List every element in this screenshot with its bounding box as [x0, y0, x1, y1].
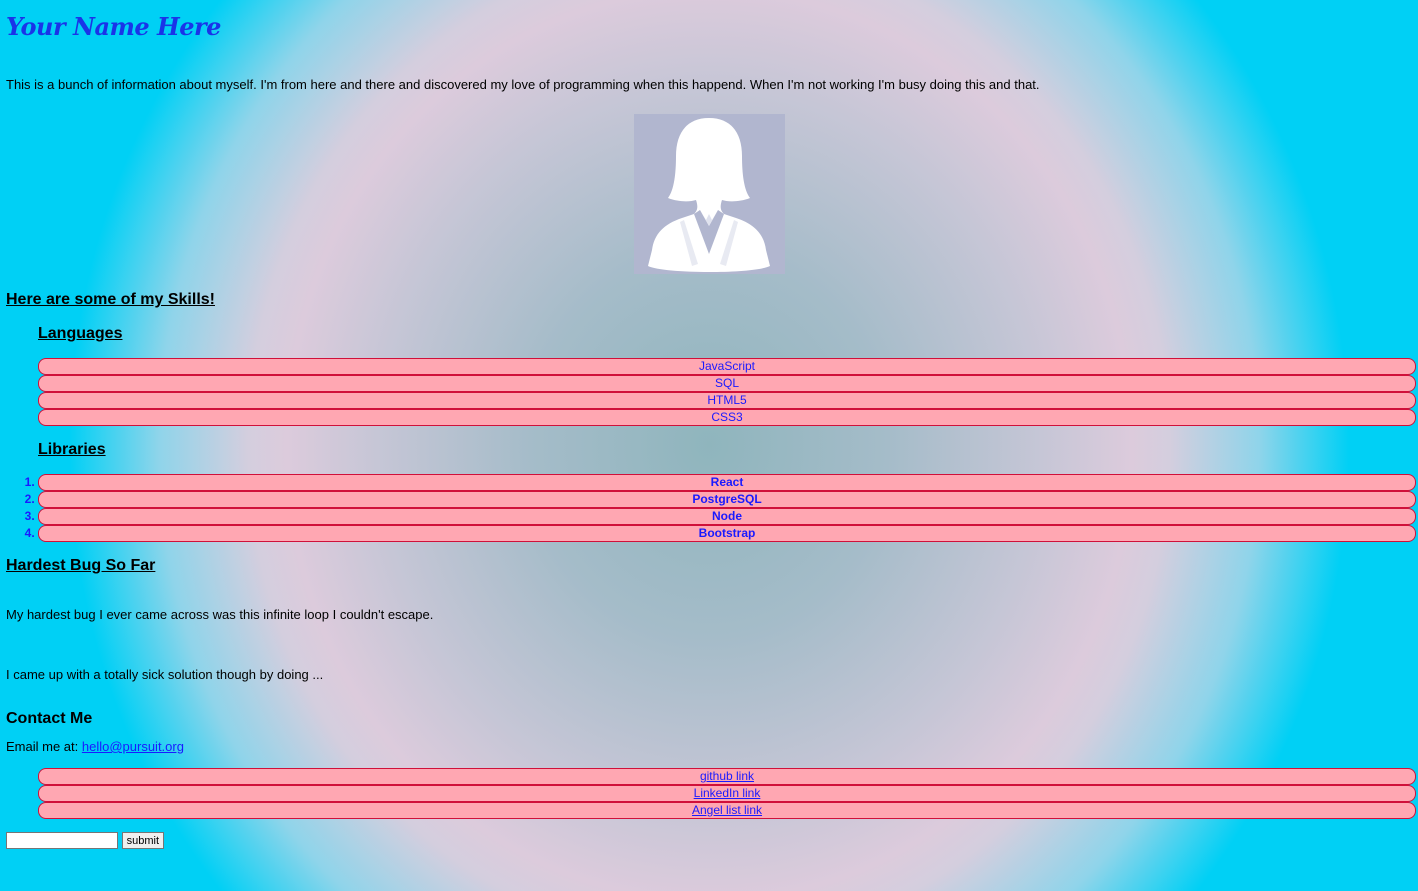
- email-line: Email me at: hello@pursuit.org: [6, 739, 1412, 755]
- submit-button[interactable]: submit: [121, 832, 165, 850]
- avatar: [633, 114, 785, 274]
- contact-form: submit: [6, 832, 1412, 850]
- social-item-github: github link: [38, 768, 1416, 785]
- library-item-postgresql: PostgreSQL: [38, 491, 1416, 508]
- language-item-javascript: JavaScript: [38, 358, 1416, 375]
- user-silhouette-icon: [647, 118, 770, 272]
- language-item-css3: CSS3: [38, 409, 1416, 426]
- page: Your Name Here This is a bunch of inform…: [0, 0, 1418, 849]
- libraries-list: React PostgreSQL Node Bootstrap: [6, 474, 1416, 542]
- contact-input[interactable]: [6, 832, 118, 850]
- languages-heading: Languages: [38, 325, 123, 342]
- social-item-angellist: Angel list link: [38, 802, 1416, 819]
- about-paragraph: This is a bunch of information about mys…: [6, 77, 1040, 92]
- languages-list: JavaScript SQL HTML5 CSS3: [6, 358, 1416, 426]
- bug-paragraph-2: I came up with a totally sick solution t…: [6, 667, 324, 682]
- language-item-sql: SQL: [38, 375, 1416, 392]
- libraries-heading: Libraries: [38, 441, 106, 458]
- email-link[interactable]: hello@pursuit.org: [81, 739, 184, 754]
- angellist-link[interactable]: Angel list link: [691, 803, 763, 817]
- skills-heading: Here are some of my Skills!: [6, 291, 215, 308]
- library-item-bootstrap: Bootstrap: [38, 525, 1416, 542]
- language-item-html5: HTML5: [38, 392, 1416, 409]
- bug-paragraph-1: My hardest bug I ever came across was th…: [6, 607, 434, 622]
- contact-heading: Contact Me: [6, 710, 93, 727]
- avatar-container: [6, 114, 1412, 274]
- library-item-react: React: [38, 474, 1416, 491]
- page-title: Your Name Here: [6, 12, 221, 41]
- linkedin-link[interactable]: LinkedIn link: [693, 786, 761, 800]
- social-links-list: github link LinkedIn link Angel list lin…: [6, 768, 1416, 819]
- social-item-linkedin: LinkedIn link: [38, 785, 1416, 802]
- bug-heading: Hardest Bug So Far: [6, 557, 156, 574]
- library-item-node: Node: [38, 508, 1416, 525]
- github-link[interactable]: github link: [699, 769, 755, 783]
- email-label: Email me at:: [6, 739, 79, 754]
